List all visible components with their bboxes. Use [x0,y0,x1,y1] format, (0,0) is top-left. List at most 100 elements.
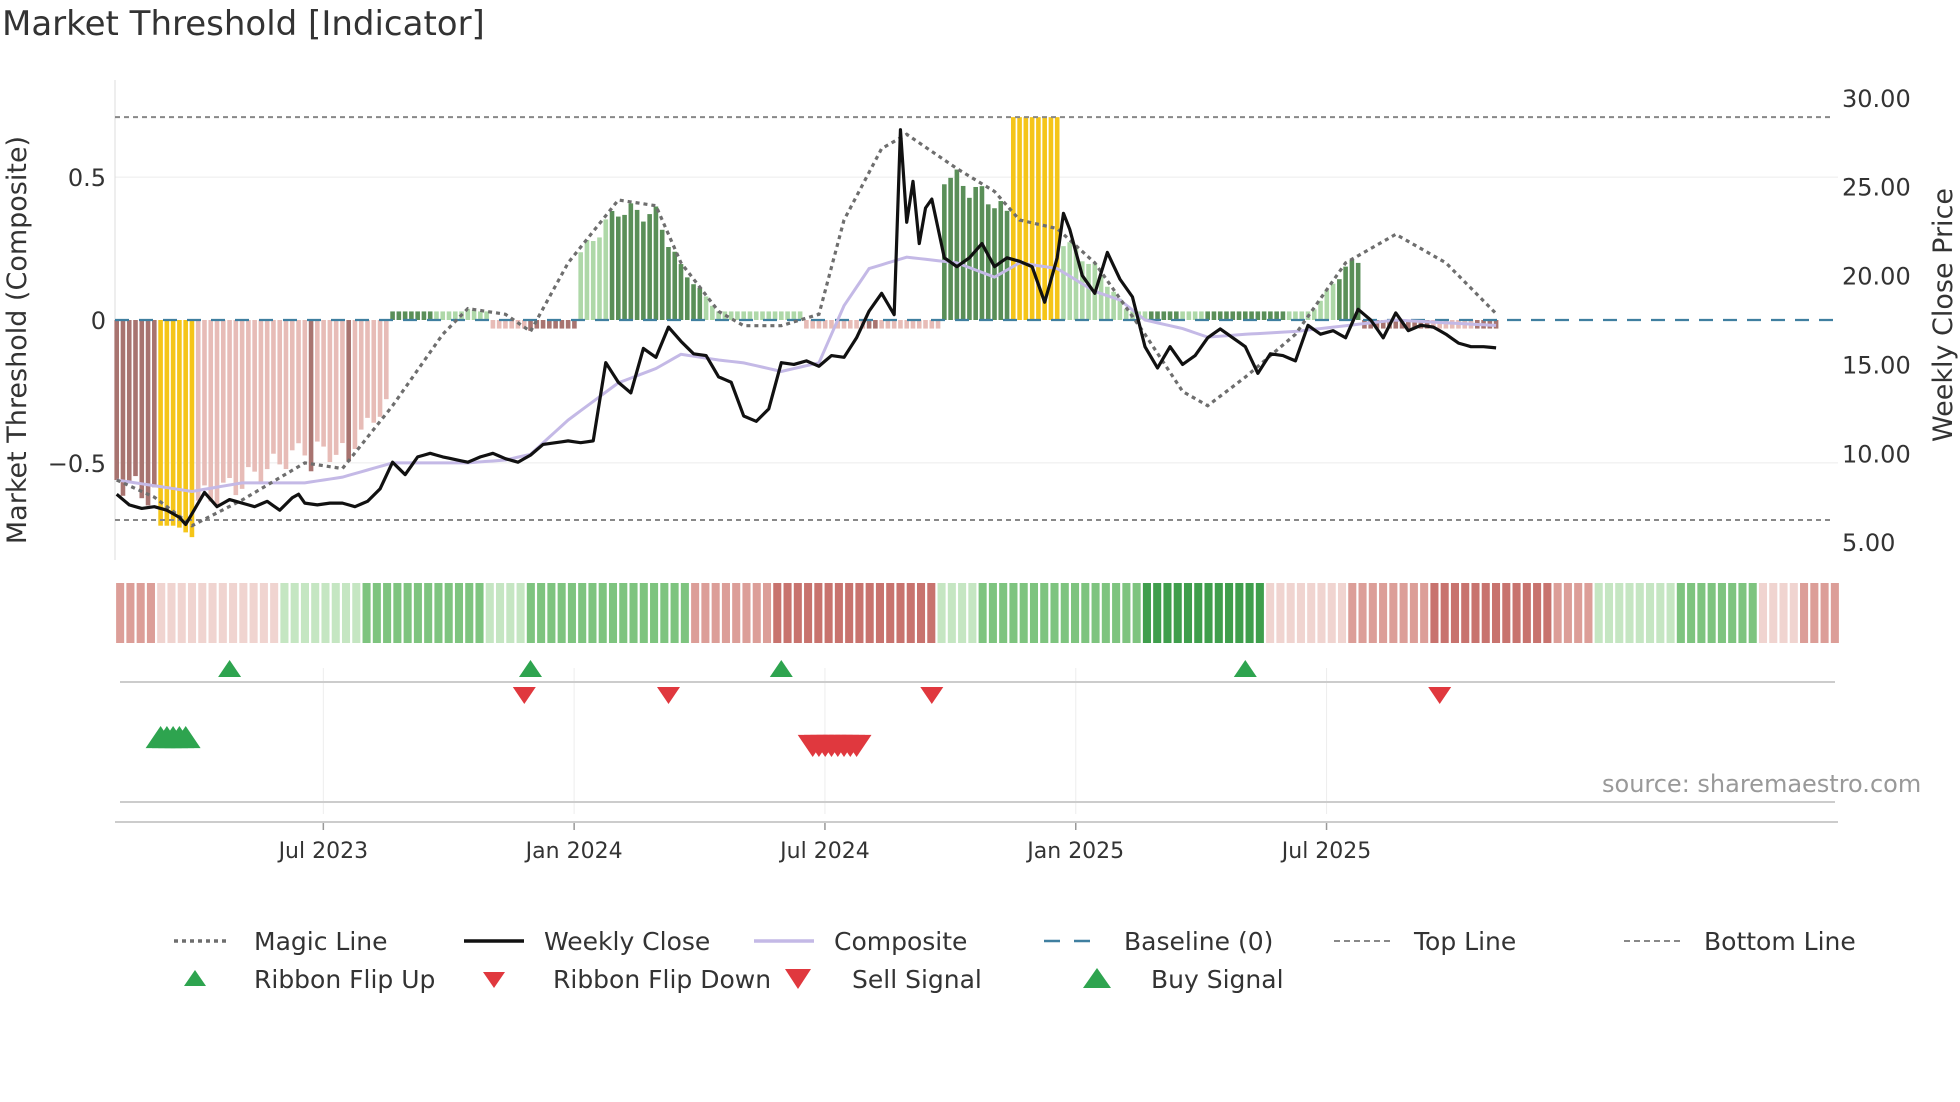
legend-label-magic: Magic Line [254,926,388,956]
histogram-bar-16 [214,320,220,506]
ribbon-segment-81 [947,583,956,643]
histogram-bar-147 [1036,117,1041,320]
histogram-bar-150 [1054,117,1060,320]
histogram-bar-42 [377,320,383,417]
ribbon-segment-140 [1553,583,1562,643]
histogram-bar-160 [1117,298,1123,320]
histogram-bar-104 [766,311,772,320]
ribbon-segment-38 [506,583,515,643]
histogram-bar-58 [478,311,483,320]
histogram-bar-167 [1161,311,1167,320]
histogram-bar-121 [873,320,878,329]
ribbon-segment-27 [393,583,402,643]
chart-title: Market Threshold [Indicator] [2,4,485,44]
ribbon-segment-109 [1235,583,1244,643]
histogram-bar-13 [195,320,201,501]
ribbon-segment-8 [198,583,207,643]
ribbon-segment-55 [680,583,689,643]
ribbon-segment-72 [855,583,864,643]
ribbon-segment-146 [1615,583,1624,643]
ribbon-segment-163 [1789,583,1798,643]
histogram-bar-176 [1217,311,1223,320]
histogram-bar-27 [283,320,289,470]
legend-item-top: Top Line [1332,926,1622,956]
y2-axis-label: Weekly Close Price [1928,188,1959,442]
histogram-bar-137 [973,186,978,320]
legend-label-buy: Buy Signal [1151,964,1284,994]
ribbon-segment-60 [732,583,741,643]
histogram-bar-138 [979,186,985,320]
histogram-bar-152 [1067,242,1073,320]
histogram-bar-63 [509,320,515,329]
ribbon-segment-152 [1676,583,1685,643]
histogram-bar-99 [735,311,740,320]
ribbon-segment-57 [701,583,710,643]
legend-swatch-buy [1083,968,1111,988]
histogram-bar-111 [810,320,815,329]
ribbon-segment-42 [547,583,556,643]
ribbon-segment-74 [875,583,884,643]
histogram-bar-101 [747,311,753,320]
histogram-bar-6 [152,320,157,488]
ribbon-segment-75 [886,583,895,643]
ribbon-segment-164 [1800,583,1809,643]
ribbon-segment-14 [259,583,268,643]
ribbon-segment-47 [598,583,607,643]
histogram-bar-204 [1393,320,1399,329]
ribbon-segment-36 [485,583,494,643]
histogram-bar-170 [1180,311,1185,320]
ribbon-segment-34 [465,583,474,643]
ribbon-segment-89 [1029,583,1039,643]
ribbon-segment-0 [116,583,125,643]
histogram-bar-110 [804,320,809,329]
ribbon-segment-70 [834,583,843,643]
histogram-bar-40 [365,320,370,418]
ribbon-segment-112 [1266,583,1275,643]
ribbon-segment-145 [1604,583,1614,643]
ribbon-segment-121 [1358,583,1367,643]
y-tick-label-0: 0.5 [68,164,106,192]
histogram-bar-142 [1004,210,1010,320]
legend-row-2: Ribbon Flip Up Ribbon Flip Down Sell Sig… [172,960,1912,998]
ribbon-segment-61 [742,583,751,643]
ribbon-segment-167 [1830,583,1839,643]
ribbon-segment-48 [608,583,618,643]
histogram-bar-39 [358,320,364,430]
y2-tick-label-4: 10.00 [1842,440,1911,468]
ribbon-segment-97 [1112,583,1121,643]
ribbon-segment-82 [958,583,967,643]
ribbon-segment-148 [1635,583,1644,643]
legend-item-buy: Buy Signal [1069,964,1368,994]
histogram-bar-189 [1299,311,1305,320]
ribbon-segment-110 [1245,583,1254,643]
ribbon-segment-87 [1009,583,1018,643]
ribbon-segment-123 [1379,583,1388,643]
histogram-bar-105 [772,311,778,320]
histogram-bar-207 [1412,320,1417,329]
histogram-bar-93 [697,287,703,320]
legend-swatch-composite [754,939,814,943]
ribbon-segment-116 [1307,583,1316,643]
histogram-bar-127 [910,320,916,329]
histogram-bar-206 [1406,320,1411,329]
ribbon-segment-3 [146,583,155,643]
legend-label-bottom: Bottom Line [1704,926,1856,956]
ribbon-segment-147 [1625,583,1634,643]
ribbon-segment-26 [383,583,392,643]
ribbon-segment-100 [1142,583,1151,643]
y-tick-label-1: 0 [91,307,106,335]
y2-tick-label-3: 15.00 [1842,351,1911,379]
ribbon-segment-108 [1225,583,1234,643]
histogram-bar-49 [421,311,427,320]
histogram-bar-32 [315,320,320,442]
histogram-bar-185 [1274,311,1279,320]
histogram-bar-89 [672,251,678,320]
ribbon-flip-down-2 [920,687,944,704]
histogram-bars [114,117,1499,538]
ribbon-segment-126 [1409,583,1418,643]
histogram-bar-166 [1155,311,1160,320]
histogram-bar-202 [1380,320,1386,329]
ribbon-segment-111 [1255,583,1264,643]
histogram-bar-79 [609,210,615,320]
histogram-bar-57 [471,310,477,320]
